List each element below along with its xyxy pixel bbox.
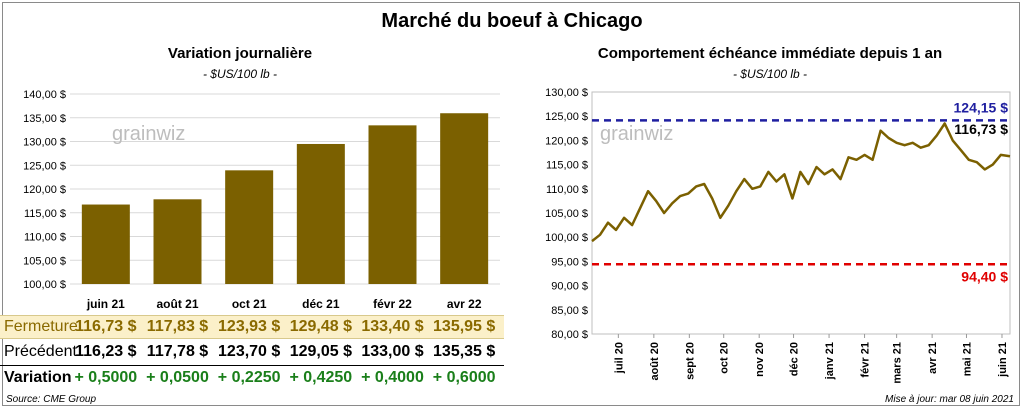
bar-category-label: oct 21 xyxy=(232,297,267,311)
var-cell: + 0,4000 xyxy=(361,369,424,386)
bar-y-tick-label: 130,00 $ xyxy=(23,137,66,149)
bar-category-label: août 21 xyxy=(156,297,198,311)
var-label: Variation xyxy=(4,369,72,386)
table-row-close: Fermeture 116,73 $ 117,83 $ 123,93 $ 129,48… xyxy=(0,315,504,339)
bar-chart-title: Variation journalière xyxy=(167,45,313,62)
bar-y-tick-label: 140,00 $ xyxy=(23,89,66,101)
bar-4 xyxy=(368,125,417,284)
watermark-logo: grainwiz xyxy=(112,123,185,145)
close-cell: 135,95 $ xyxy=(433,318,496,335)
prev-label: Précédent xyxy=(4,343,77,360)
line-chart-title: Comportement échéance immédiate depuis 1… xyxy=(597,45,943,62)
close-cell: 117,83 $ xyxy=(146,318,209,335)
prev-cell: 116,23 $ xyxy=(75,343,137,360)
bar-0 xyxy=(81,204,130,284)
var-cell: + 0,6000 xyxy=(432,369,496,386)
prev-cell: 135,35 $ xyxy=(433,343,496,360)
close-cell: 133,40 $ xyxy=(361,318,424,335)
line-chart-unit: - $US/100 lb - xyxy=(732,67,808,81)
source-note: Source: CME Group xyxy=(6,394,97,405)
bar-2 xyxy=(225,170,274,284)
bar-category-label: juin 21 xyxy=(86,297,125,311)
var-cell: + 0,2250 xyxy=(217,369,281,386)
var-cell: + 0,5000 xyxy=(74,369,138,386)
bar-y-tick-label: 100,00 $ xyxy=(23,279,66,291)
bar-category-label: févr 22 xyxy=(373,297,412,311)
prev-cell: 133,00 $ xyxy=(361,343,424,360)
bar-y-tick-label: 125,00 $ xyxy=(23,160,66,172)
var-cell: + 0,4250 xyxy=(289,369,353,386)
chart-frame xyxy=(2,2,1020,406)
prev-cell: 129,05 $ xyxy=(289,343,352,360)
bar-category-label: déc 21 xyxy=(302,297,340,311)
bar-chart-unit: - $US/100 lb - xyxy=(202,67,278,81)
close-cell: 129,48 $ xyxy=(289,318,352,335)
table-divider xyxy=(0,365,504,366)
var-cell: + 0,0500 xyxy=(146,369,209,386)
page-title: Marché du boeuf à Chicago xyxy=(381,10,643,32)
update-note: Mise à jour: mar 08 juin 2021 xyxy=(885,394,1014,405)
close-label: Fermeture xyxy=(4,318,78,335)
bar-y-tick-label: 135,00 $ xyxy=(23,113,66,125)
bar-y-tick-label: 120,00 $ xyxy=(23,184,66,196)
bar-y-tick-label: 105,00 $ xyxy=(23,255,66,267)
close-cell: 116,73 $ xyxy=(75,318,137,335)
bar-3 xyxy=(296,143,345,284)
bar-chart: 100,00 $ 105,00 $ 110,00 $ 115,00 $ 120,00 $… xyxy=(23,89,500,311)
close-cell: 123,93 $ xyxy=(218,318,281,335)
bar-5 xyxy=(440,113,489,284)
prev-cell: 117,78 $ xyxy=(146,343,209,360)
bar-1 xyxy=(153,199,202,284)
table-row-var: Variation + 0,5000 + 0,0500 + 0,2250 + 0,42… xyxy=(0,367,504,389)
table-row-prev: Précédent 116,23 $ 117,78 $ 123,70 $ 129,05… xyxy=(0,341,504,363)
prev-cell: 123,70 $ xyxy=(218,343,281,360)
bar-y-tick-label: 115,00 $ xyxy=(24,208,66,220)
bar-y-tick-label: 110,00 $ xyxy=(24,232,66,244)
bar-category-label: avr 22 xyxy=(447,297,482,311)
